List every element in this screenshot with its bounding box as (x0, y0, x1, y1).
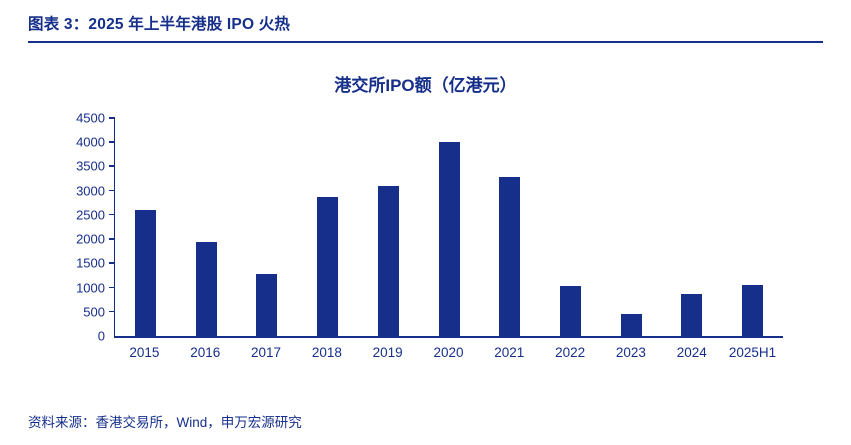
bar-2022 (560, 285, 581, 336)
y-tick-label: 4000 (76, 134, 105, 150)
ipo-bar-chart: 港交所IPO额（亿港元） 4500 4000 3500 3000 2500 2000 150… (28, 71, 823, 360)
y-axis-tick (109, 117, 115, 119)
x-tick-label: 2019 (372, 345, 403, 360)
chart-body: 4500 4000 3500 3000 2500 2000 1500 1000 500 0 201… (68, 111, 783, 360)
plot-wrap: 2015 2016 2017 2018 2019 2020 2021 2022 2023 2024… (109, 117, 783, 360)
x-axis: 2015 2016 2017 2018 2019 2020 2021 2022 2023 2024… (114, 345, 783, 360)
bar-2024 (681, 293, 703, 336)
bar-cell-2022 (540, 118, 601, 336)
y-axis-tick (109, 286, 115, 289)
bar-cell-2016 (176, 118, 237, 336)
x-tick-label: 2022 (555, 345, 586, 360)
x-tick-label: 2025H1 (728, 345, 777, 360)
y-tick-label: 2500 (76, 207, 105, 223)
chart-title: 港交所IPO额（亿港元） (334, 76, 517, 95)
x-tick-label: 2024 (676, 345, 707, 360)
y-tick-label: 4500 (76, 110, 105, 126)
y-axis-tick (109, 165, 115, 167)
bar-cell-2017 (236, 118, 297, 336)
y-axis-tick (109, 213, 115, 216)
bar-cell-2024 (662, 118, 723, 336)
y-axis: 4500 4000 3500 3000 2500 2000 1500 1000 500 0 (68, 111, 114, 344)
bar-2015 (134, 210, 156, 336)
y-axis-tick (109, 262, 115, 264)
y-tick-label: 0 (97, 328, 105, 344)
x-tick-label: 2016 (190, 345, 221, 360)
bar-2017 (256, 274, 278, 336)
bar-cell-2020 (419, 118, 480, 336)
bar-cell-2015 (115, 118, 176, 336)
x-tick-label: 2015 (129, 345, 160, 360)
x-tick-label: 2018 (311, 345, 342, 360)
x-tick-label: 2021 (494, 345, 525, 360)
y-axis-tick (109, 310, 115, 313)
x-tick-label: 2020 (433, 345, 464, 360)
y-axis-tick (109, 189, 115, 192)
y-tick-label: 3500 (76, 158, 105, 174)
source-note: 资料来源：香港交易所，Wind，申万宏源研究 (28, 415, 302, 430)
figure-caption: 图表 3：2025 年上半年港股 IPO 火热 (28, 16, 291, 33)
y-tick-label: 1500 (76, 255, 105, 271)
bar-cell-2018 (297, 118, 358, 336)
y-tick-label: 1000 (76, 280, 105, 296)
bar-2016 (195, 241, 217, 336)
y-tick-label: 500 (83, 304, 105, 320)
y-axis-tick (109, 238, 115, 240)
bar-2025H1 (742, 285, 764, 336)
plot-area (109, 117, 783, 338)
figure-header: 图表 3：2025 年上半年港股 IPO 火热 (28, 12, 823, 43)
bar-2020 (438, 142, 460, 336)
bar-2018 (317, 196, 339, 336)
x-tick-label: 2017 (251, 345, 282, 360)
x-tick-label: 2023 (615, 345, 646, 360)
bar-cell-2021 (479, 118, 540, 336)
bar-cell-2023 (601, 118, 662, 336)
bar-2023 (620, 313, 642, 336)
bar-2021 (499, 177, 521, 336)
y-tick-label: 2000 (76, 231, 105, 247)
bar-cell-2019 (358, 118, 419, 336)
y-tick-label: 3000 (76, 183, 105, 199)
y-axis-tick (109, 141, 115, 143)
bar-2019 (377, 185, 399, 336)
bar-cell-2025H1 (722, 118, 783, 336)
